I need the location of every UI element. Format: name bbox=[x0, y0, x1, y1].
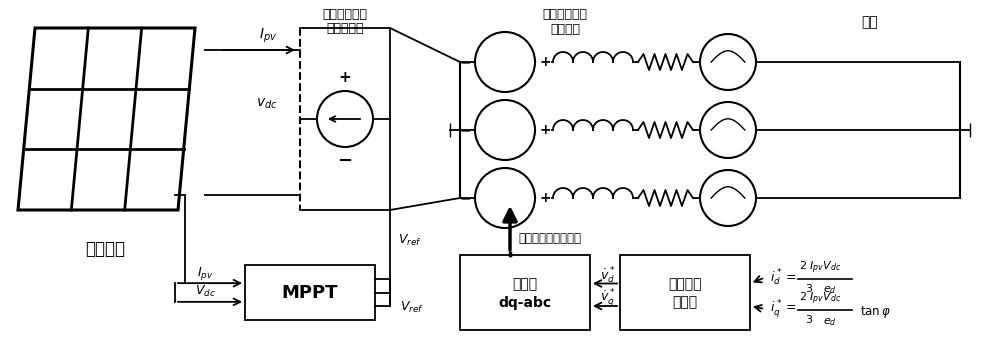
Text: $V_{ref}$: $V_{ref}$ bbox=[400, 300, 424, 315]
Text: −: − bbox=[337, 152, 353, 170]
Bar bbox=[460, 255, 590, 330]
Text: +: + bbox=[539, 191, 551, 205]
Text: +: + bbox=[539, 55, 551, 69]
Text: $I_{pv}$: $I_{pv}$ bbox=[259, 27, 277, 45]
Text: 光伏阵列输出: 光伏阵列输出 bbox=[322, 8, 368, 21]
Text: 逆变器控: 逆变器控 bbox=[668, 277, 702, 292]
Text: 光伏阵列: 光伏阵列 bbox=[85, 240, 125, 258]
Text: 电网: 电网 bbox=[862, 15, 878, 29]
Bar bbox=[245, 265, 375, 320]
Text: +: + bbox=[539, 123, 551, 137]
Text: 控电压源: 控电压源 bbox=[550, 23, 580, 36]
Text: $\dot{v}_q^*$: $\dot{v}_q^*$ bbox=[600, 287, 615, 309]
Text: $i_d^*=$: $i_d^*=$ bbox=[770, 267, 796, 288]
Text: $2\ I_{pv}V_{dc}$: $2\ I_{pv}V_{dc}$ bbox=[799, 259, 841, 276]
Bar bbox=[620, 255, 750, 330]
Text: $\dot{v}_d^*$: $\dot{v}_d^*$ bbox=[600, 265, 615, 286]
Text: $3$: $3$ bbox=[805, 313, 813, 325]
Text: $2\ I_{pv}V_{dc}$: $2\ I_{pv}V_{dc}$ bbox=[799, 291, 841, 307]
Text: −: − bbox=[459, 191, 471, 205]
Text: $e_d$: $e_d$ bbox=[823, 284, 837, 297]
Text: 逆变器输出可: 逆变器输出可 bbox=[542, 8, 588, 21]
Text: $V_{dc}$: $V_{dc}$ bbox=[195, 284, 215, 299]
Text: −: − bbox=[459, 123, 471, 137]
Text: $i_q^*=$: $i_q^*=$ bbox=[770, 298, 796, 320]
Text: MPPT: MPPT bbox=[282, 283, 338, 302]
Text: 制模块: 制模块 bbox=[672, 295, 698, 309]
Text: $3$: $3$ bbox=[805, 282, 813, 293]
Text: 坐标系: 坐标系 bbox=[512, 277, 538, 292]
Text: dq-abc: dq-abc bbox=[498, 295, 552, 309]
Text: $I_{pv}$: $I_{pv}$ bbox=[197, 265, 213, 282]
Text: $\tan\varphi$: $\tan\varphi$ bbox=[860, 304, 891, 320]
Text: $V_{ref}$: $V_{ref}$ bbox=[398, 232, 422, 247]
Text: +: + bbox=[339, 69, 351, 84]
Text: 可控电压源: 可控电压源 bbox=[326, 22, 364, 35]
Text: $e_d$: $e_d$ bbox=[823, 316, 837, 328]
Text: 三相电压源的电压值: 三相电压源的电压值 bbox=[518, 232, 581, 245]
Text: $v_{dc}$: $v_{dc}$ bbox=[256, 97, 278, 111]
Text: −: − bbox=[459, 55, 471, 69]
